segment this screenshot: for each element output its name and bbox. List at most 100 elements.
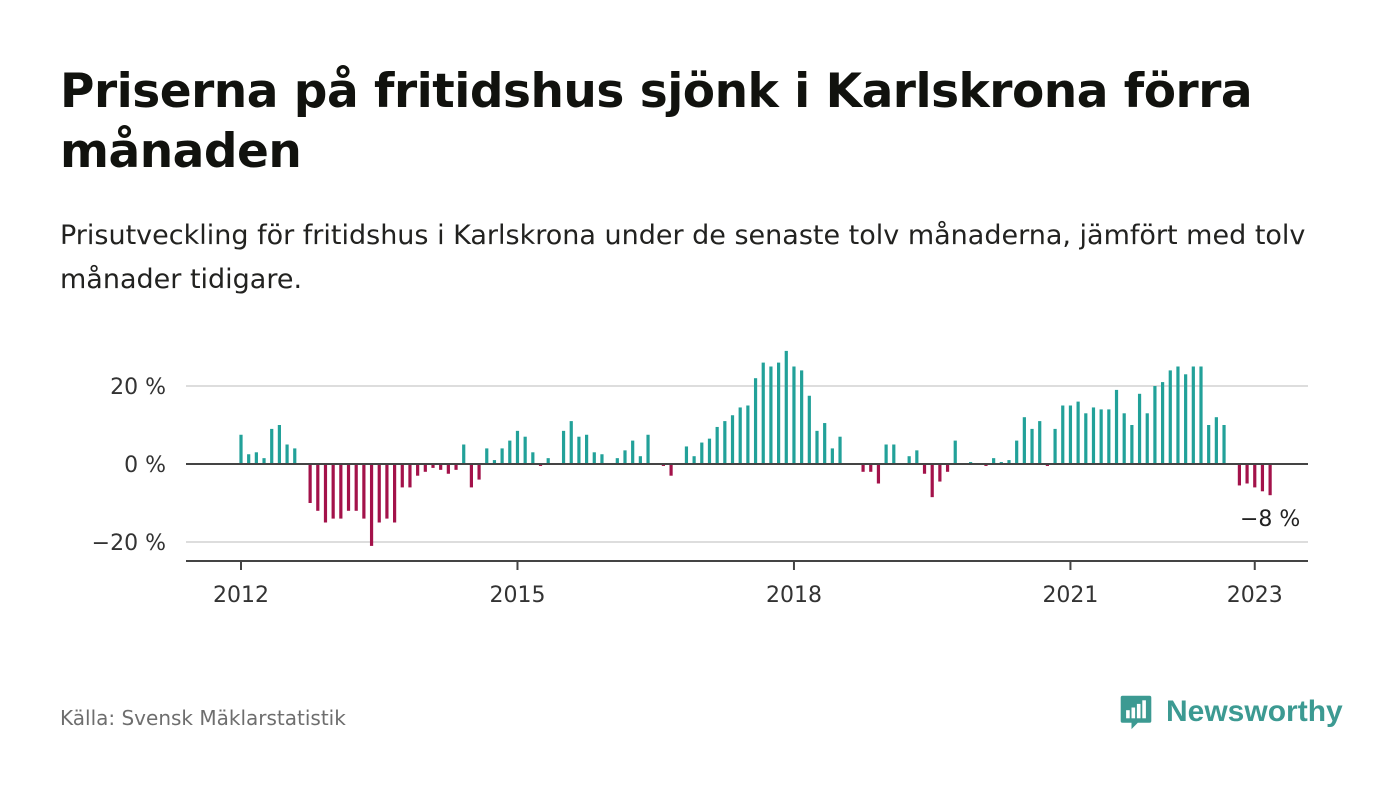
y-tick-label: −20 % xyxy=(92,531,166,556)
source-note: Källa: Svensk Mäklarstatistik xyxy=(60,706,346,730)
bar xyxy=(861,464,865,472)
bar xyxy=(1253,464,1257,488)
bar xyxy=(446,464,450,474)
bar xyxy=(377,464,381,523)
bar xyxy=(707,438,712,464)
chart-bars xyxy=(239,350,1272,546)
bar xyxy=(254,452,258,464)
bar xyxy=(631,440,635,464)
bar xyxy=(992,458,996,464)
bar xyxy=(1145,413,1149,464)
bar xyxy=(346,464,351,511)
bar xyxy=(285,444,289,464)
newsworthy-logo-icon xyxy=(1120,695,1152,730)
bar xyxy=(884,444,888,464)
bar xyxy=(416,464,420,476)
newsworthy-logo[interactable]: Newsworthy xyxy=(1118,690,1343,734)
bar xyxy=(1207,425,1211,464)
x-tick-label: 2012 xyxy=(213,583,269,608)
bar xyxy=(592,452,596,464)
bar xyxy=(546,458,550,464)
bar xyxy=(1214,417,1218,464)
bar xyxy=(408,464,412,488)
chart-subtitle: Prisutveckling för fritidshus i Karlskro… xyxy=(60,220,1306,295)
brand-name: Newsworthy xyxy=(1166,695,1343,728)
y-tick-label: 0 % xyxy=(124,453,166,478)
bar xyxy=(523,436,527,464)
bar xyxy=(1268,464,1272,496)
bar xyxy=(277,425,281,464)
bar xyxy=(308,464,312,503)
chart-title: Priserna på fritidshus sjönk i Karlskron… xyxy=(60,64,1253,179)
bar xyxy=(492,460,497,464)
bar xyxy=(823,423,827,464)
bar xyxy=(869,464,873,472)
bar xyxy=(323,464,328,523)
bar xyxy=(1130,425,1134,464)
bar xyxy=(938,464,942,482)
bar xyxy=(1084,413,1088,464)
bar xyxy=(247,454,251,464)
bar xyxy=(815,430,819,464)
chart-labels: 20 % 0 % −20 % 2012 2015 2018 2021 2023 −8 % xyxy=(92,375,1301,608)
bar xyxy=(953,440,957,464)
x-tick-label: 2021 xyxy=(1042,583,1098,608)
bar xyxy=(262,458,266,464)
bar xyxy=(462,444,466,464)
bar xyxy=(1168,370,1172,464)
bar xyxy=(600,454,604,464)
bar xyxy=(1176,366,1180,464)
bar xyxy=(761,362,765,464)
bar xyxy=(1038,421,1042,464)
bar xyxy=(646,434,650,464)
bar xyxy=(623,450,627,464)
bar xyxy=(738,407,742,464)
bar xyxy=(777,362,781,464)
bar xyxy=(1114,389,1119,464)
bar xyxy=(907,456,911,464)
bar xyxy=(615,458,619,464)
bar xyxy=(1191,366,1195,464)
bar xyxy=(669,464,673,476)
x-tick-label: 2018 xyxy=(766,583,822,608)
bar xyxy=(454,464,458,470)
bar xyxy=(746,405,750,464)
bar xyxy=(369,464,374,546)
bar xyxy=(293,448,297,464)
bar xyxy=(638,456,642,464)
bar xyxy=(876,464,881,484)
bar xyxy=(1222,425,1226,464)
bar xyxy=(1099,409,1103,464)
bar xyxy=(569,421,573,464)
bar xyxy=(915,450,919,464)
bar xyxy=(753,378,758,464)
bar xyxy=(892,444,896,464)
bar xyxy=(393,464,397,523)
bar xyxy=(423,464,427,472)
bar xyxy=(700,442,704,464)
bar xyxy=(692,456,696,464)
bar xyxy=(1061,405,1065,464)
bar xyxy=(723,421,727,464)
bar xyxy=(830,448,834,464)
bar xyxy=(477,464,481,480)
bar xyxy=(515,430,520,464)
bar xyxy=(769,366,773,464)
bar xyxy=(1068,405,1073,464)
bar xyxy=(1022,417,1026,464)
bar xyxy=(485,448,489,464)
bar xyxy=(1107,409,1111,464)
bar xyxy=(1245,464,1249,484)
bar xyxy=(531,452,535,464)
bar xyxy=(431,464,435,468)
bar xyxy=(715,426,719,464)
bar xyxy=(1122,413,1126,464)
bar xyxy=(1030,428,1034,464)
bar xyxy=(1053,428,1057,464)
bar xyxy=(1199,366,1203,464)
x-tick-label: 2023 xyxy=(1227,583,1283,608)
bar xyxy=(400,464,404,488)
bar xyxy=(784,350,788,464)
chart-axes xyxy=(186,463,1308,570)
